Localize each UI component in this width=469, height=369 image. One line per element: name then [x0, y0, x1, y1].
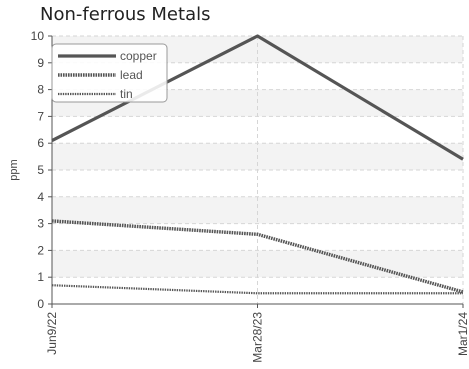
y-tick-labels: 0 1 2 3 4 5 6 7 8 9 10 [31, 29, 45, 311]
legend-box [51, 43, 168, 103]
series-line-tin [51, 284, 463, 295]
y-tick-label: 9 [37, 56, 44, 70]
x-tick-labels: Jun9/22 Mar28/23 Mar1/24 [45, 312, 469, 363]
series-line-copper [51, 34, 464, 161]
x-tick-label: Mar28/23 [251, 312, 265, 363]
y-tick-label: 1 [37, 270, 44, 284]
legend-label-tin: tin [120, 87, 133, 101]
y-tick-label: 2 [37, 243, 44, 257]
y-tick-label: 8 [37, 83, 44, 97]
legend: copper lead tin [51, 43, 168, 103]
y-tick-label: 10 [31, 29, 45, 43]
y-tick-label: 7 [37, 109, 44, 123]
x-tick-label: Mar1/24 [456, 312, 469, 356]
y-tick-label: 6 [37, 136, 44, 150]
x-tick-label: Jun9/22 [45, 312, 59, 355]
y-axis-label: ppm [8, 159, 20, 180]
chart-title: Non-ferrous Metals [40, 4, 211, 25]
legend-label-lead: lead [120, 68, 143, 82]
y-tick-label: 3 [37, 217, 44, 231]
legend-label-copper: copper [120, 49, 157, 63]
y-tick-label: 5 [37, 163, 44, 177]
series-lines [51, 34, 464, 295]
series-line-lead [51, 219, 464, 294]
y-tick-label: 4 [37, 190, 44, 204]
axes [48, 35, 464, 308]
y-tick-label: 0 [37, 297, 44, 311]
plot-bands [52, 36, 463, 278]
